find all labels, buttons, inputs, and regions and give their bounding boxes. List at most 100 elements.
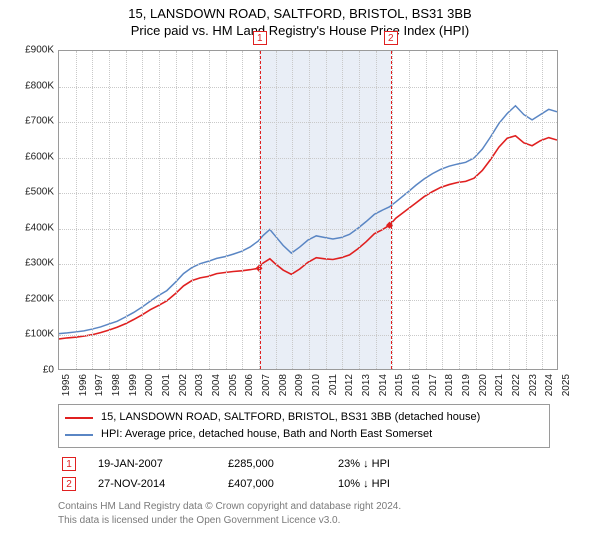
title-sub: Price paid vs. HM Land Registry's House … [0,23,600,38]
y-axis-label: £0 [8,365,54,376]
gridline [326,51,327,369]
gridline [359,51,360,369]
gridline [376,51,377,369]
y-axis-label: £900K [8,45,54,56]
y-axis-label: £700K [8,116,54,127]
gridline [126,51,127,369]
gridline [92,51,93,369]
table-row: 2 27-NOV-2014 £407,000 10% ↓ HPI [58,474,550,494]
event-line [391,51,392,369]
footnote: Contains HM Land Registry data © Crown c… [58,500,550,527]
x-axis-label: 2013 [361,374,372,396]
y-axis-label: £400K [8,222,54,233]
sale-price: £407,000 [224,474,334,494]
x-axis-label: 1998 [111,374,122,396]
legend-row-blue: HPI: Average price, detached house, Bath… [65,426,543,443]
gridline [59,300,557,301]
gridline [59,264,557,265]
gridline [59,193,557,194]
x-axis-label: 2005 [228,374,239,396]
gridline [159,51,160,369]
x-axis-label: 2015 [394,374,405,396]
x-axis-label: 2006 [244,374,255,396]
x-axis-label: 2024 [544,374,555,396]
footnote-line-2: This data is licensed under the Open Gov… [58,515,340,526]
gridline [242,51,243,369]
y-axis-label: £500K [8,187,54,198]
x-axis-label: 2018 [444,374,455,396]
x-axis-label: 2016 [411,374,422,396]
x-axis-label: 1999 [128,374,139,396]
legend-swatch-red [65,417,93,419]
x-axis-label: 2007 [261,374,272,396]
gridline [226,51,227,369]
event-marker: 2 [384,31,398,45]
sale-marker-2: 2 [62,477,76,491]
x-axis-label: 2008 [278,374,289,396]
legend-red-label: 15, LANSDOWN ROAD, SALTFORD, BRISTOL, BS… [101,409,480,426]
y-axis-label: £200K [8,293,54,304]
gridline [59,335,557,336]
y-axis-label: £600K [8,151,54,162]
gridline [276,51,277,369]
gridline [392,51,393,369]
gridline [176,51,177,369]
legend-row-red: 15, LANSDOWN ROAD, SALTFORD, BRISTOL, BS… [65,409,543,426]
chart-svg [59,51,557,369]
legend-swatch-blue [65,434,93,436]
plot-area: 12 [58,50,558,370]
x-axis-label: 2002 [178,374,189,396]
event-line [260,51,261,369]
gridline [409,51,410,369]
legend-blue-label: HPI: Average price, detached house, Bath… [101,426,432,443]
series-property-line [59,136,557,339]
x-axis-label: 2017 [428,374,439,396]
legend-box: 15, LANSDOWN ROAD, SALTFORD, BRISTOL, BS… [58,404,550,448]
sale-delta: 10% ↓ HPI [334,474,550,494]
gridline [442,51,443,369]
gridline [192,51,193,369]
x-axis-label: 2010 [311,374,322,396]
gridline [142,51,143,369]
title-address: 15, LANSDOWN ROAD, SALTFORD, BRISTOL, BS… [0,6,600,21]
gridline [309,51,310,369]
x-axis-label: 2004 [211,374,222,396]
gridline [542,51,543,369]
x-axis-label: 2025 [561,374,572,396]
chart-header: 15, LANSDOWN ROAD, SALTFORD, BRISTOL, BS… [0,0,600,38]
event-marker: 1 [253,31,267,45]
x-axis-label: 2019 [461,374,472,396]
gridline [342,51,343,369]
gridline [526,51,527,369]
x-axis-label: 2021 [494,374,505,396]
x-axis-label: 2009 [294,374,305,396]
x-axis-label: 2014 [378,374,389,396]
table-row: 1 19-JAN-2007 £285,000 23% ↓ HPI [58,454,550,474]
x-axis-label: 2003 [194,374,205,396]
sales-table: 1 19-JAN-2007 £285,000 23% ↓ HPI 2 27-NO… [58,454,550,494]
y-axis-label: £100K [8,329,54,340]
x-axis-label: 2023 [528,374,539,396]
sale-delta: 23% ↓ HPI [334,454,550,474]
x-axis-label: 2012 [344,374,355,396]
gridline [109,51,110,369]
sale-date: 27-NOV-2014 [94,474,224,494]
gridline [426,51,427,369]
gridline [476,51,477,369]
gridline [76,51,77,369]
sale-date: 19-JAN-2007 [94,454,224,474]
x-axis-label: 2020 [478,374,489,396]
gridline [59,229,557,230]
x-axis-label: 2011 [328,374,339,396]
gridline [59,87,557,88]
x-axis-label: 1995 [61,374,72,396]
gridline [209,51,210,369]
gridline [509,51,510,369]
x-axis-label: 2000 [144,374,155,396]
gridline [492,51,493,369]
x-axis-label: 2022 [511,374,522,396]
x-axis-label: 1996 [78,374,89,396]
y-axis-label: £800K [8,80,54,91]
gridline [59,158,557,159]
sale-marker-1: 1 [62,457,76,471]
